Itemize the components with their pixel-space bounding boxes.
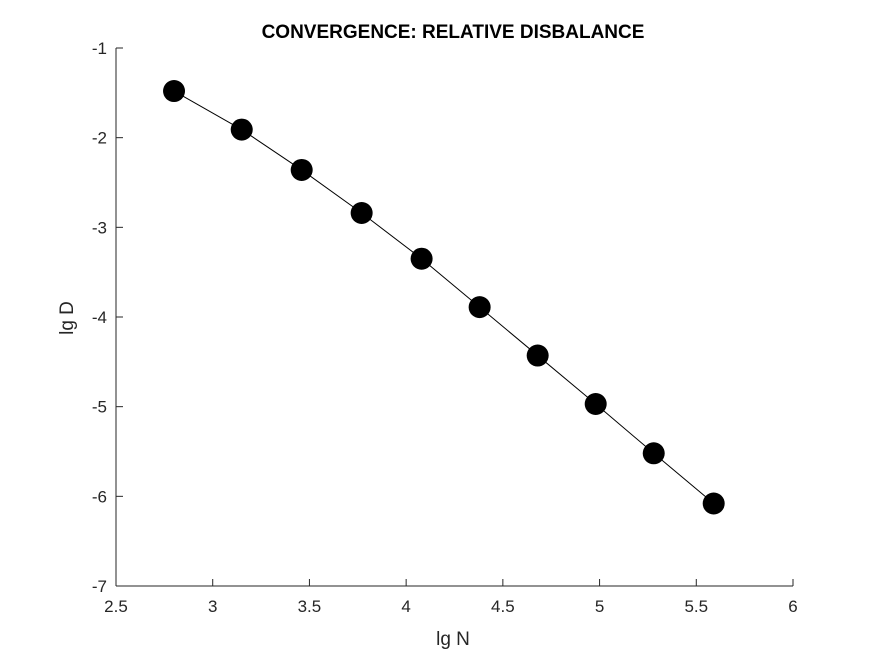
x-tick-label: 4.5 bbox=[491, 597, 515, 616]
y-tick-label: -7 bbox=[92, 577, 107, 596]
axes bbox=[115, 48, 793, 587]
x-tick-label: 3.5 bbox=[298, 597, 322, 616]
y-tick-label: -3 bbox=[92, 218, 107, 237]
data-point bbox=[642, 442, 665, 465]
y-tick-label: -6 bbox=[92, 487, 107, 506]
x-tick-label: 6 bbox=[788, 597, 797, 616]
data-series bbox=[163, 80, 725, 515]
series-line bbox=[173, 90, 715, 504]
data-point bbox=[350, 201, 373, 224]
y-tick-label: -5 bbox=[92, 398, 107, 417]
chart-title: CONVERGENCE: RELATIVE DISBALANCE bbox=[262, 22, 645, 43]
x-tick-label: 4 bbox=[401, 597, 410, 616]
x-tick-label: 5 bbox=[595, 597, 604, 616]
x-tick-label: 2.5 bbox=[104, 597, 128, 616]
y-tick-label: -1 bbox=[92, 39, 107, 58]
data-point bbox=[702, 492, 725, 515]
y-tick-label: -4 bbox=[92, 308, 107, 327]
data-point bbox=[290, 158, 313, 181]
data-point bbox=[584, 392, 607, 415]
x-tick-label: 3 bbox=[208, 597, 217, 616]
y-tick-label: -2 bbox=[92, 129, 107, 148]
ticks: 2.5 3 3.5 4 4.5 5 5.5 6 -1 -2 -3 -4 -5 -6 -7 bbox=[92, 39, 798, 616]
data-point bbox=[163, 80, 186, 103]
data-point bbox=[468, 296, 491, 319]
data-point bbox=[410, 247, 433, 270]
data-point bbox=[526, 344, 549, 367]
data-point bbox=[230, 118, 253, 141]
x-tick-label: 5.5 bbox=[684, 597, 708, 616]
x-axis-label: lg N bbox=[436, 629, 470, 650]
y-axis-label: lg D bbox=[57, 301, 78, 335]
